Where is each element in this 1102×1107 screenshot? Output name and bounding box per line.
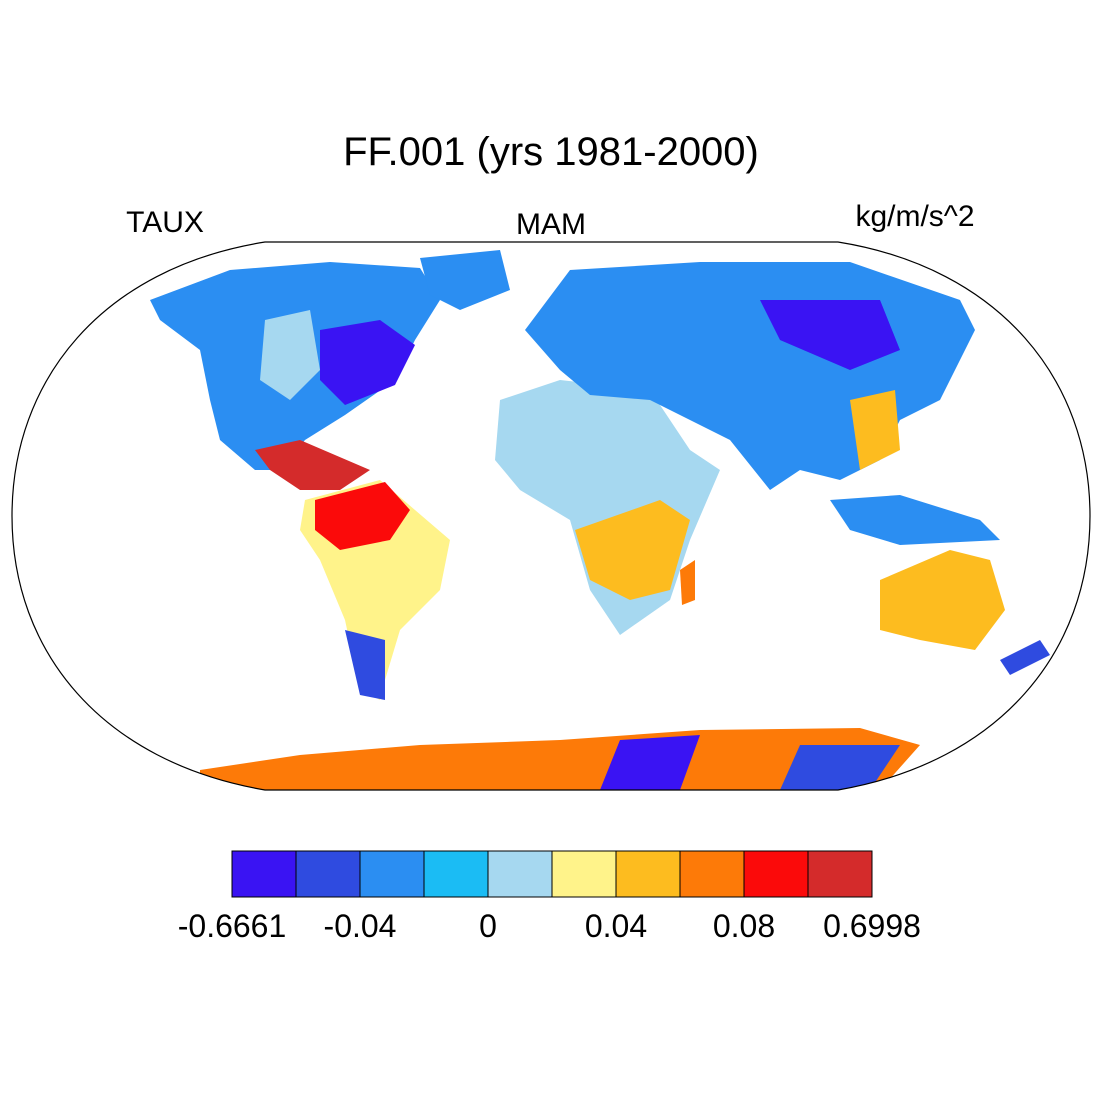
colorbar-box [551, 850, 617, 898]
antarctica [200, 728, 920, 790]
colorbar-box [679, 850, 745, 898]
colorbar-box [423, 850, 489, 898]
title: FF.001 (yrs 1981-2000) [343, 130, 759, 174]
season-label: MAM [516, 208, 586, 241]
sa-south [345, 630, 385, 700]
greenland [420, 250, 510, 310]
antarctica-blue2 [780, 745, 900, 790]
madagascar [680, 560, 695, 605]
colorbar-box [231, 850, 297, 898]
na-light [260, 310, 320, 400]
map-outline [11, 241, 1091, 791]
antarctica-blue [600, 735, 700, 790]
units-label: kg/m/s^2 [855, 200, 974, 233]
colorbar-label: -0.6661 [178, 908, 287, 944]
colorbar-label: 0.04 [585, 908, 647, 944]
colorbar-box [359, 850, 425, 898]
colorbar-box [615, 850, 681, 898]
sa-red [315, 482, 410, 550]
colorbar-label: 0 [479, 908, 497, 944]
colorbar-label: -0.04 [324, 908, 397, 944]
colorbar-label: 0.6998 [823, 908, 921, 944]
colorbar: -0.6661 -0.04 0 0.04 0.08 0.6998 [178, 850, 921, 944]
colorbar-box [487, 850, 553, 898]
eurasia-dark [760, 300, 900, 370]
field [150, 250, 1050, 790]
colorbar-box [743, 850, 809, 898]
indonesia [830, 495, 1000, 545]
colorbar-label: 0.08 [713, 908, 775, 944]
se-asia [850, 390, 900, 470]
africa-south [575, 500, 690, 600]
na-dark [320, 320, 415, 405]
colorbar-box [807, 850, 873, 898]
variable-label: TAUX [126, 206, 204, 239]
new-zealand [1000, 640, 1050, 675]
central-america [255, 440, 370, 490]
colorbar-box [295, 850, 361, 898]
australia [880, 550, 1005, 650]
